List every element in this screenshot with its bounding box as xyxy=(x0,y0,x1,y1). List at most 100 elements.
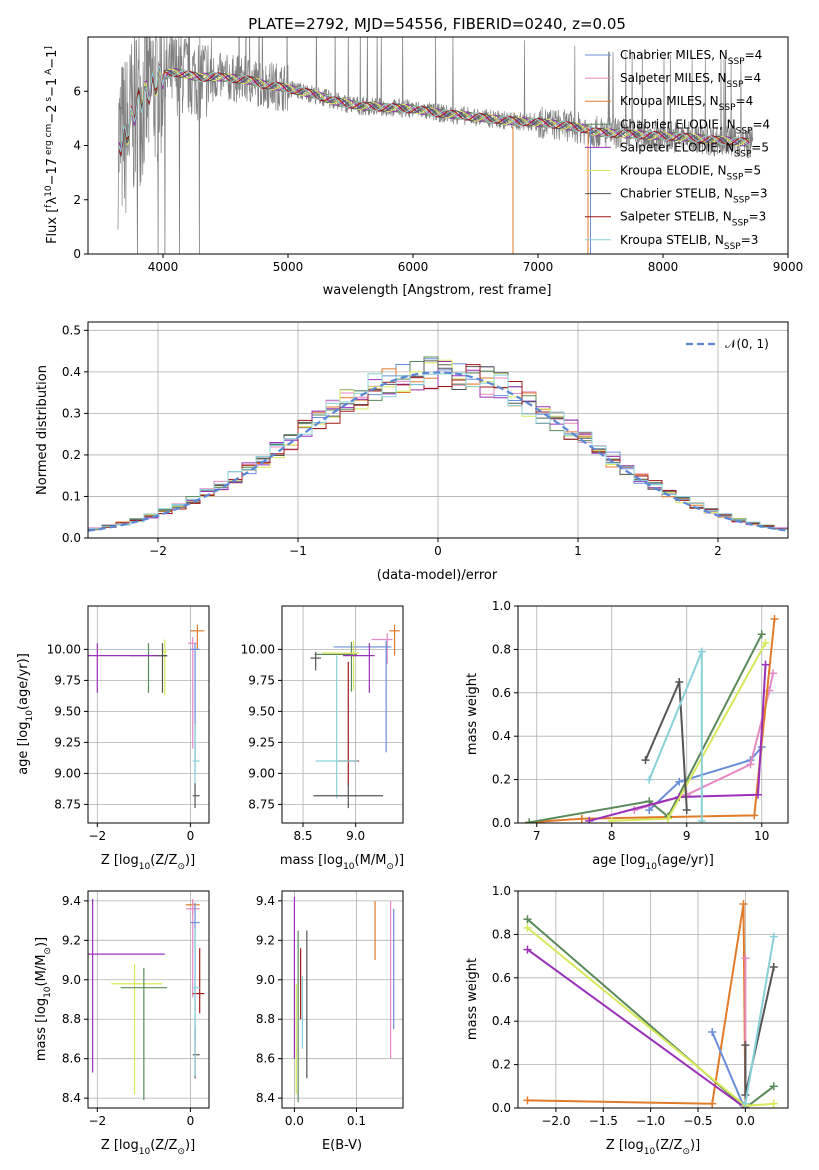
plot-area xyxy=(88,891,209,1108)
x-axis-label: E(B-V) xyxy=(322,1138,362,1153)
x-tick-label: 9.0 xyxy=(346,829,365,843)
x-tick-label: 0 xyxy=(187,1114,195,1128)
y-tick-label: 9.2 xyxy=(256,933,275,947)
label-part: s xyxy=(44,97,54,105)
weight-line xyxy=(648,746,763,811)
label-part: (Z/Z xyxy=(655,1138,682,1153)
y-tick-label: 9.50 xyxy=(248,704,275,718)
y-axis-label: Normed distribution xyxy=(35,365,50,495)
plot-area xyxy=(518,606,788,823)
x-tick-label: −1.0 xyxy=(636,1114,665,1128)
weight-marker xyxy=(585,816,594,823)
legend-part: SSP xyxy=(728,57,745,67)
legend-part: =4 xyxy=(745,48,763,62)
label-part: ⊙ xyxy=(177,1147,185,1157)
weight-marker xyxy=(645,805,654,814)
legend-part: Kroupa STELIB, N xyxy=(620,233,724,247)
plot-area xyxy=(88,322,788,538)
weight-marker xyxy=(697,647,706,656)
y-tick-label: 0.1 xyxy=(62,489,81,503)
legend-part: Kroupa MILES, N xyxy=(620,94,719,108)
y-tick-label: 0.3 xyxy=(62,406,81,420)
y-tick-label: 9.75 xyxy=(54,673,81,687)
label-part: (age/yr)] xyxy=(16,653,31,710)
axes-frame xyxy=(281,605,404,824)
weight-marker xyxy=(607,816,616,823)
y-tick-label: 8.75 xyxy=(54,797,81,811)
label-part: age [log xyxy=(16,722,31,775)
y-tick-label: 0.2 xyxy=(62,448,81,462)
y-tick-label: 2 xyxy=(73,193,81,207)
label-part: 10 xyxy=(343,862,355,872)
x-axis-label: mass [log10(M/M⊙)] xyxy=(280,853,404,872)
label-part: A xyxy=(44,68,54,78)
legend-label: Kroupa ELODIE, NSSP=5 xyxy=(620,164,761,183)
weight-marker xyxy=(739,900,748,909)
weight-marker xyxy=(761,660,770,669)
weight-marker xyxy=(741,954,750,963)
label-part: )] xyxy=(34,937,49,947)
y-tick-label: 6 xyxy=(73,84,81,98)
weight-marker xyxy=(769,962,778,971)
label-part: age [log xyxy=(592,853,645,868)
axes-frame xyxy=(517,890,789,1109)
legend-part: Chabrier ELODIE, N xyxy=(620,117,736,131)
label-part: ⊙ xyxy=(682,1147,690,1157)
y-tick-label: 0.2 xyxy=(492,773,511,787)
y-tick-label: 10.00 xyxy=(241,642,275,656)
plot-area xyxy=(282,606,403,823)
legend-part: SSP xyxy=(719,103,736,113)
legend-label: 𝒩(0, 1) xyxy=(725,337,769,351)
weight-marker xyxy=(741,1090,750,1099)
x-axis-label: (data-model)/error xyxy=(377,568,498,583)
y-tick-label: 8.4 xyxy=(62,1091,81,1105)
label-part: Z [log xyxy=(101,1138,139,1153)
y-tick-label: 9.4 xyxy=(62,894,81,908)
legend-part: =3 xyxy=(749,210,767,224)
normal-curve xyxy=(88,371,788,532)
x-tick-label: −2.0 xyxy=(541,1114,570,1128)
x-tick-label: −2 xyxy=(149,544,167,558)
label-part: ] xyxy=(44,46,54,50)
label-part: 10 xyxy=(25,710,35,722)
weight-marker xyxy=(525,818,534,823)
y-tick-label: 9.25 xyxy=(248,735,275,749)
weight-line xyxy=(634,673,774,811)
weight-marker xyxy=(645,775,654,784)
y-tick-label: 1.0 xyxy=(492,884,511,898)
label-part: )] xyxy=(185,1138,195,1153)
label-part: Z [log xyxy=(101,853,139,868)
label-part: Flux [ xyxy=(45,208,60,244)
weight-marker xyxy=(675,677,684,686)
x-tick-label: −2 xyxy=(88,1114,106,1128)
legend-part: SSP xyxy=(727,173,744,183)
x-tick-label: 6000 xyxy=(398,260,429,274)
y-tick-label: 9.50 xyxy=(54,704,81,718)
y-tick-label: 4 xyxy=(73,139,81,153)
y-tick-label: 0.0 xyxy=(492,1101,511,1115)
x-tick-label: 0.1 xyxy=(347,1114,366,1128)
x-tick-label: 2 xyxy=(714,544,722,558)
x-tick-label: 5000 xyxy=(273,260,304,274)
age-vs-mass-panel: 8.5 9.0 8.75 9.00 9.25 9.50 9.75 10.00 mass [log… xyxy=(241,605,404,872)
x-tick-label: 0 xyxy=(434,544,442,558)
legend-part: SSP xyxy=(736,126,753,136)
x-tick-label: 0 xyxy=(187,829,195,843)
label-part: ⊙ xyxy=(43,947,53,955)
y-tick-label: 9.0 xyxy=(256,973,275,987)
weight-marker xyxy=(682,805,691,814)
x-tick-label: 8000 xyxy=(648,260,679,274)
residuals-panel: −2 −1 0 1 2 0.0 0.1 0.2 0.3 0.4 0.5 (data-model)/er… xyxy=(35,321,789,583)
label-part: f xyxy=(44,204,54,208)
y-tick-label: 0.0 xyxy=(62,531,81,545)
legend-part: Salpeter STELIB, N xyxy=(620,210,732,224)
axes-frame xyxy=(517,605,789,824)
weight-marker xyxy=(697,816,706,823)
legend-part: SSP xyxy=(727,80,744,90)
mass-vs-EBV-panel: 0.0 0.1 8.4 8.6 8.8 9.0 9.2 9.4 E(B-V) xyxy=(256,890,404,1153)
y-tick-label: 9.00 xyxy=(54,766,81,780)
y-tick-label: 8.8 xyxy=(62,1012,81,1026)
legend-part: SSP xyxy=(732,219,749,229)
label-part: −1 xyxy=(45,78,60,97)
weight-marker xyxy=(757,630,766,639)
